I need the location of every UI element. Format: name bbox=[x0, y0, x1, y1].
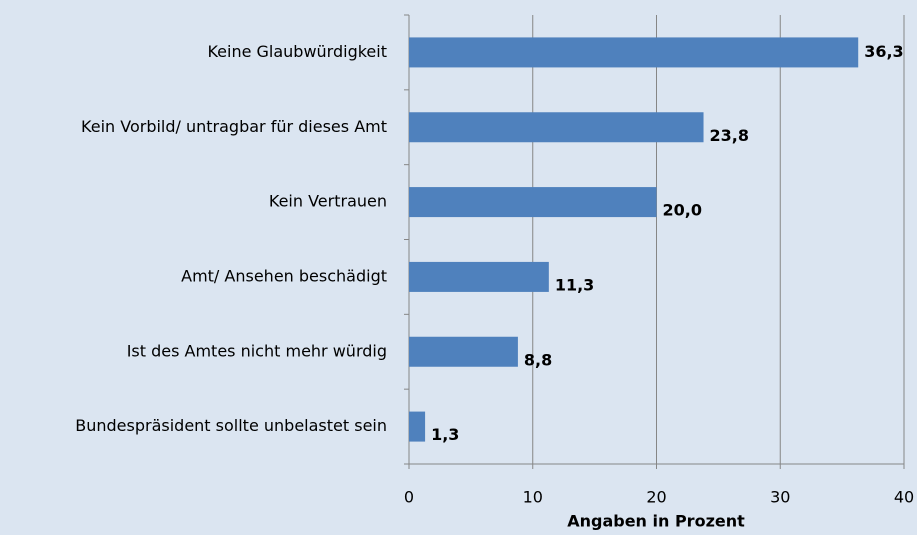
value-label: 23,8 bbox=[710, 126, 749, 145]
x-tick-label: 0 bbox=[404, 488, 414, 507]
y-tick-label: Kein Vertrauen bbox=[269, 192, 387, 211]
x-tick-label: 20 bbox=[646, 488, 666, 507]
value-label: 20,0 bbox=[663, 201, 702, 220]
x-tick-label: 10 bbox=[523, 488, 543, 507]
y-tick-label: Kein Vorbild/ untragbar für dieses Amt bbox=[81, 117, 387, 136]
x-tick-label: 40 bbox=[894, 488, 914, 507]
x-tick-label: 30 bbox=[770, 488, 790, 507]
value-label: 11,3 bbox=[555, 275, 594, 294]
y-tick-label: Ist des Amtes nicht mehr würdig bbox=[127, 341, 387, 360]
bar bbox=[409, 336, 518, 367]
bar bbox=[409, 112, 704, 143]
bar bbox=[409, 411, 426, 442]
bar bbox=[409, 261, 549, 292]
value-label: 1,3 bbox=[431, 425, 459, 444]
y-tick-label: Amt/ Ansehen beschädigt bbox=[181, 266, 387, 285]
bar bbox=[409, 187, 657, 218]
bar bbox=[409, 37, 859, 68]
y-tick-label: Keine Glaubwürdigkeit bbox=[207, 42, 387, 61]
y-tick-label: Bundespräsident sollte unbelastet sein bbox=[75, 416, 387, 435]
value-label: 8,8 bbox=[524, 350, 552, 369]
value-label: 36,3 bbox=[864, 42, 903, 61]
x-axis-label: Angaben in Prozent bbox=[567, 512, 745, 531]
